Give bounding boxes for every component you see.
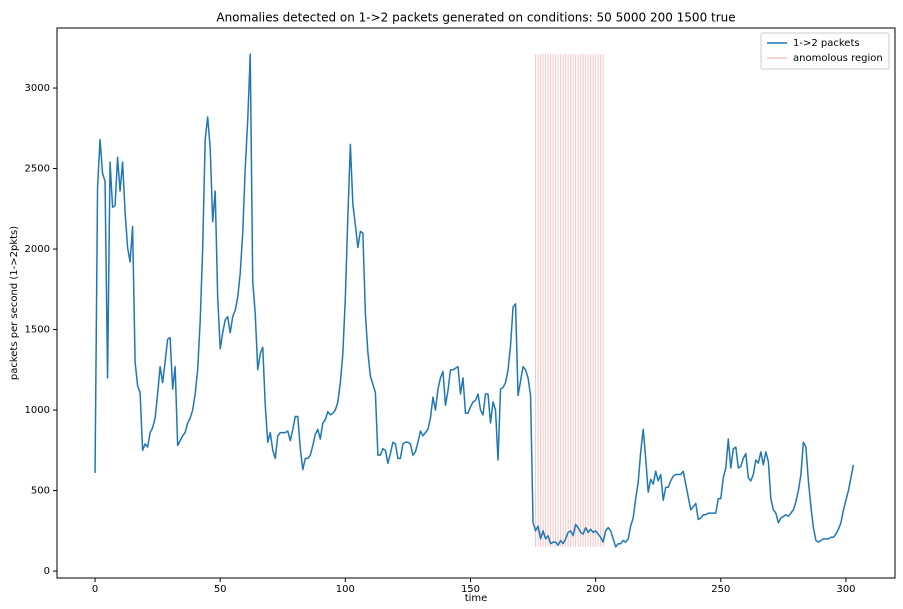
data-line	[94, 53, 855, 548]
y-tick-label: 1000	[25, 405, 50, 416]
chart-title: Anomalies detected on 1->2 packets gener…	[216, 11, 735, 25]
x-tick-label: 100	[336, 584, 355, 595]
y-tick-label: 2500	[25, 164, 50, 175]
x-tick-label: 200	[586, 584, 605, 595]
x-tick-label: 150	[461, 584, 480, 595]
y-tick-label: 0	[44, 566, 50, 577]
x-tick-label: 250	[711, 584, 730, 595]
legend-box	[760, 32, 890, 70]
legend-label: anomolous region	[793, 53, 883, 64]
x-axis-label: time	[465, 593, 488, 604]
y-tick-label: 2000	[25, 244, 50, 255]
x-tick-label: 50	[214, 584, 227, 595]
plot-frame	[56, 27, 896, 579]
y-tick-label: 1500	[25, 325, 50, 336]
x-tick-label: 0	[92, 584, 98, 595]
x-tick-label: 300	[836, 584, 855, 595]
legend-label: 1->2 packets	[793, 38, 860, 49]
y-tick-label: 3000	[25, 83, 50, 94]
y-tick-label: 500	[31, 486, 50, 497]
y-axis-label: packets per second (1->2pkts)	[9, 226, 20, 380]
